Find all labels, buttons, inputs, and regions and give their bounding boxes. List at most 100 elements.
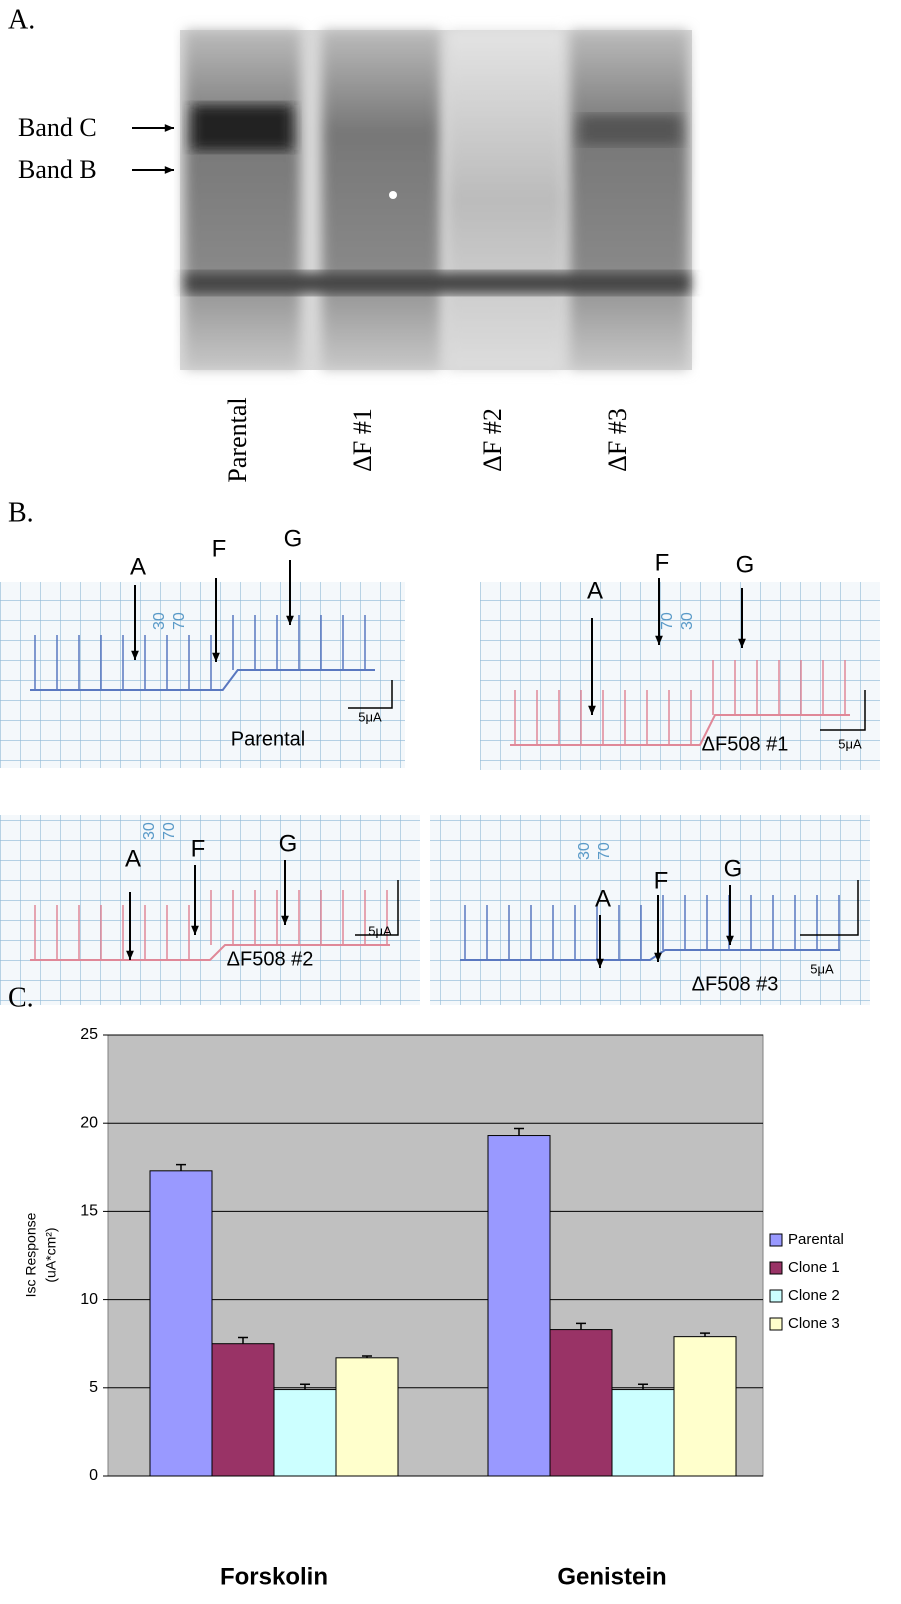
marker-label: G xyxy=(736,551,755,578)
bar xyxy=(335,1357,399,1477)
legend-swatch xyxy=(769,1233,783,1247)
trace xyxy=(30,669,375,691)
lane-label: ΔF #3 xyxy=(603,408,632,472)
arrow-head xyxy=(726,935,734,945)
error-bar xyxy=(700,1332,710,1337)
scale-label: 5μA xyxy=(368,923,392,938)
scale-bar xyxy=(800,880,859,936)
chart-paper xyxy=(0,582,405,768)
marker-label: A xyxy=(130,553,146,580)
paper-mark: 30 xyxy=(679,612,696,630)
arrow-head xyxy=(588,705,596,715)
arrow-head xyxy=(286,615,294,625)
y-axis-units: (uA*cm²) xyxy=(43,1227,59,1282)
scale-label: 5μA xyxy=(810,961,834,976)
lane-label: Parental xyxy=(223,397,252,482)
marker-label: A xyxy=(125,845,141,872)
error-bar xyxy=(514,1127,524,1136)
arrow-head xyxy=(212,652,220,662)
paper-mark: 30 xyxy=(576,842,593,860)
panel-label: A. xyxy=(8,4,35,35)
bar xyxy=(149,1170,213,1477)
marker-label: F xyxy=(191,835,206,862)
x-tick-label: Genistein xyxy=(557,1563,666,1590)
bar xyxy=(549,1329,613,1477)
trace xyxy=(510,714,850,746)
scale-bar xyxy=(355,880,399,936)
y-tick-label: 25 xyxy=(80,1026,98,1043)
marker-label: G xyxy=(724,855,743,882)
band xyxy=(192,105,292,150)
band xyxy=(580,115,680,145)
scale-bar xyxy=(820,690,866,731)
lane xyxy=(185,30,300,370)
legend-swatch xyxy=(769,1289,783,1303)
trace xyxy=(30,944,390,961)
y-tick-label: 10 xyxy=(80,1291,98,1308)
arrow-head xyxy=(281,915,289,925)
arrow-head xyxy=(164,166,174,174)
marker-label: F xyxy=(655,549,670,576)
bar xyxy=(487,1135,551,1477)
error-bar xyxy=(638,1383,648,1390)
gel xyxy=(180,30,692,370)
error-bar xyxy=(238,1336,248,1344)
paper-mark: 30 xyxy=(151,612,168,630)
x-tick-label: Forskolin xyxy=(220,1563,328,1590)
marker-label: G xyxy=(284,525,303,552)
paper-mark: 70 xyxy=(161,822,178,840)
lane-label: ΔF #2 xyxy=(478,408,507,472)
legend-swatch xyxy=(769,1317,783,1331)
band-label: Band B xyxy=(18,155,97,184)
trace-label: ΔF508 #1 xyxy=(702,733,789,755)
arrow-head xyxy=(131,650,139,660)
marker-label: A xyxy=(587,577,603,604)
panel-label: C. xyxy=(8,982,34,1013)
bar xyxy=(273,1389,337,1477)
lane xyxy=(322,30,440,370)
band-label: Band C xyxy=(18,113,97,142)
arrow-head xyxy=(654,952,662,962)
lane xyxy=(570,30,688,370)
legend-label: Clone 1 xyxy=(788,1259,840,1276)
chart-paper xyxy=(430,815,870,1005)
error-bar xyxy=(362,1355,372,1358)
paper-mark: 30 xyxy=(141,822,158,840)
trace-label: ΔF508 #3 xyxy=(692,973,779,995)
marker-label: A xyxy=(595,885,611,912)
bar xyxy=(673,1336,737,1477)
legend-label: Parental xyxy=(788,1231,844,1248)
scale-label: 5μA xyxy=(838,736,862,751)
trace-label: Parental xyxy=(231,728,306,750)
arrow-head xyxy=(126,950,134,960)
error-bar xyxy=(300,1383,310,1390)
error-bar xyxy=(176,1163,186,1171)
trace-label: ΔF508 #2 xyxy=(227,948,314,970)
marker-label: F xyxy=(212,535,227,562)
arrow-head xyxy=(596,958,604,968)
error-bar xyxy=(576,1322,586,1330)
y-axis-label: Isc Response xyxy=(23,1212,39,1297)
arrow-head xyxy=(164,124,174,132)
band xyxy=(185,272,690,294)
chart-paper xyxy=(0,815,420,1005)
bar xyxy=(211,1343,275,1477)
legend-swatch xyxy=(769,1261,783,1275)
lane xyxy=(448,30,563,370)
arrow-head xyxy=(738,638,746,648)
arrow-head xyxy=(191,925,199,935)
legend-label: Clone 2 xyxy=(788,1287,840,1304)
panel-label: B. xyxy=(8,497,34,528)
paper-mark: 70 xyxy=(171,612,188,630)
marker-label: F xyxy=(654,867,669,894)
y-tick-label: 0 xyxy=(89,1467,98,1484)
lane-label: ΔF #1 xyxy=(348,408,377,472)
scale-bar xyxy=(348,680,393,709)
y-tick-label: 20 xyxy=(80,1114,98,1131)
legend-label: Clone 3 xyxy=(788,1315,840,1332)
bar xyxy=(611,1389,675,1477)
marker-label: G xyxy=(279,830,298,857)
paper-mark: 70 xyxy=(659,612,676,630)
y-tick-label: 5 xyxy=(89,1379,98,1396)
